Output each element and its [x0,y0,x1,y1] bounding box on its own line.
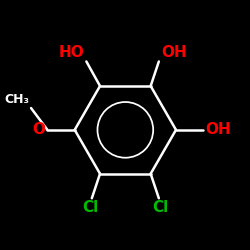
Text: O: O [32,122,46,137]
Text: HO: HO [59,44,85,60]
Text: CH₃: CH₃ [4,93,29,106]
Text: OH: OH [205,122,231,137]
Text: OH: OH [161,44,186,60]
Text: Cl: Cl [82,200,98,215]
Text: Cl: Cl [153,200,169,215]
